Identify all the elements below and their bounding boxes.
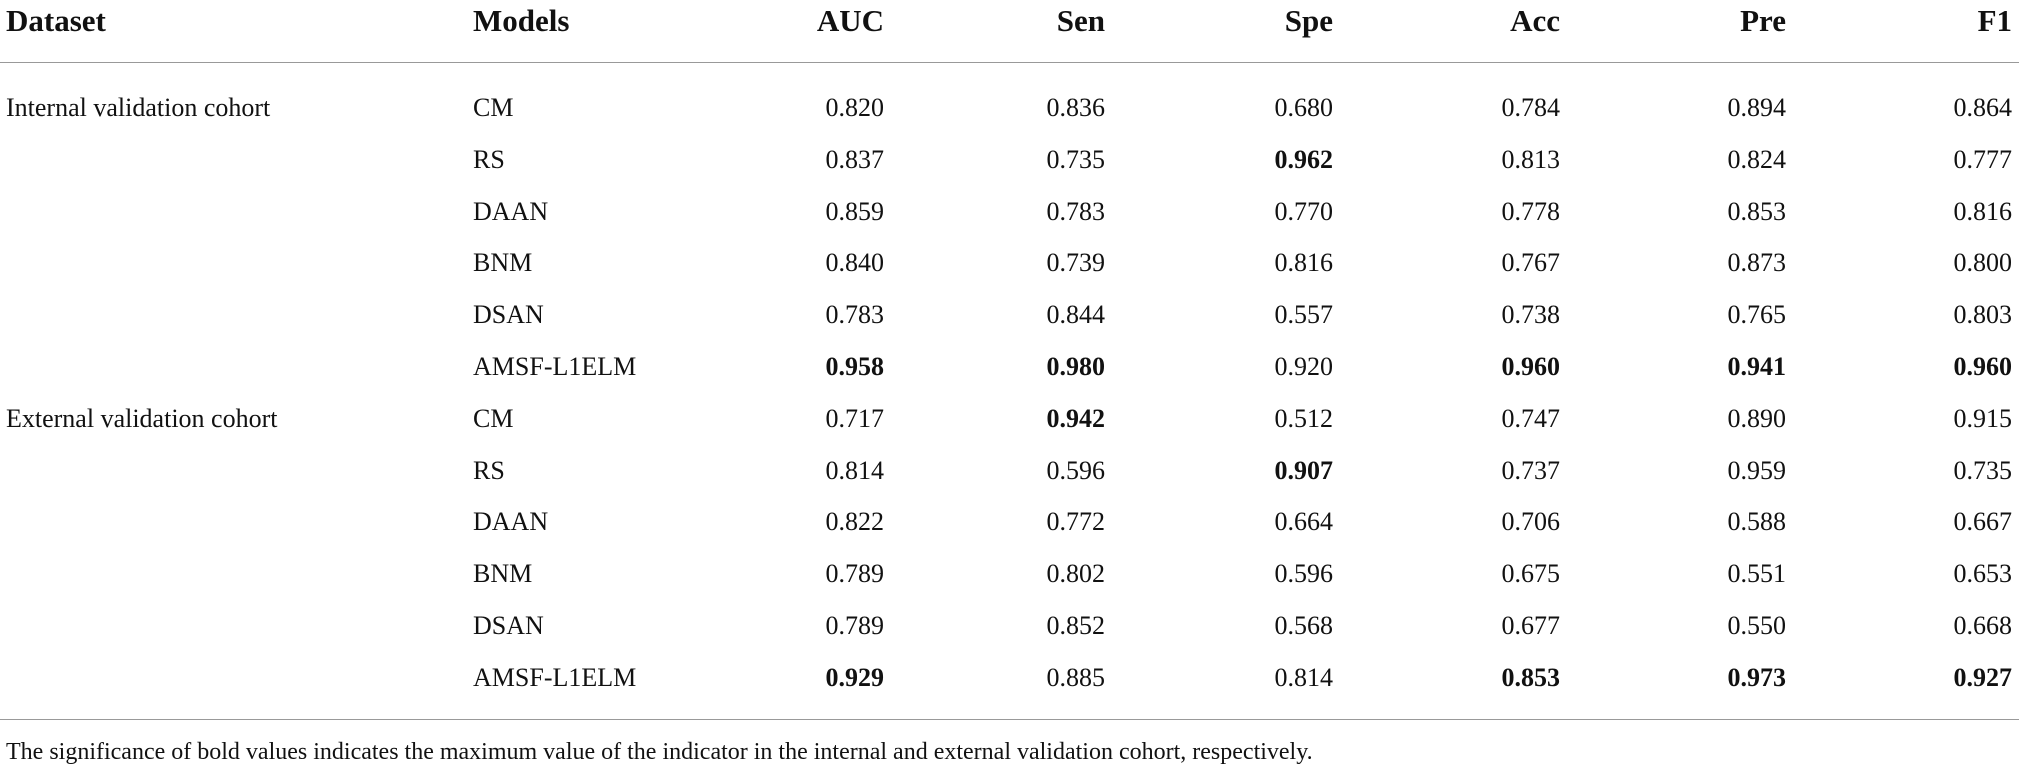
metric-value: 0.927 [1953,662,2013,692]
metric-value: 0.777 [1953,144,2013,174]
metric-value: 0.735 [1953,455,2013,485]
metric-value: 0.816 [1274,248,1334,278]
column-header: F1 [1977,3,2012,38]
dataset-label: Internal validation cohort [6,93,271,122]
metric-value: 0.512 [1274,403,1334,433]
metric-value: 0.890 [1727,403,1787,433]
metric-value: 0.960 [1953,352,2013,381]
metric-value: 0.907 [1274,455,1334,485]
metric-value: 0.789 [825,611,885,640]
metric-value: 0.853 [1501,662,1561,692]
bottom-rule [0,719,2019,720]
metric-value: 0.680 [1274,93,1334,122]
metric-value: 0.864 [1953,93,2013,122]
column-header: AUC [816,3,884,38]
metric-value: 0.958 [825,352,885,381]
metric-value: 0.802 [1046,559,1106,589]
metric-value: 0.941 [1727,352,1787,381]
metric-value: 0.735 [1046,144,1106,174]
metric-value: 0.840 [825,248,885,278]
metric-value: 0.767 [1501,248,1561,278]
metric-value: 0.800 [1953,248,2013,278]
metric-value: 0.915 [1953,403,2013,433]
metric-value: 0.836 [1046,93,1106,122]
column-header: Spe [1284,3,1333,38]
model-name: CM [473,93,514,122]
metric-value: 0.973 [1727,662,1787,692]
model-name: RS [473,144,505,174]
column-header: Acc [1510,3,1560,38]
metric-value: 0.653 [1953,559,2013,589]
footnote: The significance of bold values indicate… [6,739,1313,765]
metric-value: 0.783 [825,300,885,330]
model-name: AMSF-L1ELM [473,662,637,692]
metric-value: 0.772 [1046,507,1106,537]
column-header: Dataset [6,3,106,38]
metric-value: 0.852 [1046,611,1106,640]
metric-value: 0.778 [1501,196,1561,226]
metric-value: 0.844 [1046,300,1106,330]
metric-value: 0.980 [1046,352,1106,381]
metric-value: 0.816 [1953,196,2013,226]
metric-value: 0.706 [1501,507,1561,537]
metric-value: 0.859 [825,196,885,226]
metric-value: 0.550 [1727,611,1787,640]
model-name: DAAN [473,196,549,226]
metric-value: 0.551 [1727,559,1787,589]
metric-value: 0.824 [1727,144,1787,174]
metric-value: 0.822 [825,507,885,537]
metric-value: 0.568 [1274,611,1334,640]
metric-value: 0.783 [1046,196,1106,226]
metric-value: 0.588 [1727,507,1787,537]
metric-value: 0.929 [825,662,885,692]
metric-value: 0.557 [1274,300,1334,330]
metric-value: 0.803 [1953,300,2013,330]
metric-value: 0.960 [1501,352,1561,381]
model-name: DAAN [473,507,549,537]
dataset-label: External validation cohort [6,403,278,433]
metric-value: 0.770 [1274,196,1334,226]
metric-value: 0.885 [1046,662,1106,692]
column-header: Models [473,3,570,38]
metric-value: 0.853 [1727,196,1787,226]
metric-value: 0.814 [1274,662,1334,692]
metric-value: 0.814 [825,455,885,485]
column-header: Pre [1740,3,1786,38]
metric-value: 0.596 [1274,559,1334,589]
metric-value: 0.959 [1727,455,1787,485]
metric-value: 0.668 [1953,611,2013,640]
model-name: DSAN [473,611,544,640]
header-rule [0,62,2019,63]
column-header: Sen [1056,3,1105,38]
model-name: BNM [473,559,533,589]
metric-value: 0.894 [1727,93,1787,122]
metric-value: 0.675 [1501,559,1561,589]
metric-value: 0.820 [825,93,885,122]
metric-value: 0.873 [1727,248,1787,278]
metric-value: 0.784 [1501,93,1561,122]
model-name: RS [473,455,505,485]
model-name: AMSF-L1ELM [473,352,637,381]
metric-value: 0.789 [825,559,885,589]
metric-value: 0.920 [1274,352,1334,381]
metric-value: 0.664 [1274,507,1334,537]
model-name: DSAN [473,300,544,330]
metric-value: 0.747 [1501,403,1561,433]
metric-value: 0.837 [825,144,885,174]
metric-value: 0.737 [1501,455,1561,485]
metric-value: 0.813 [1501,144,1561,174]
metric-value: 0.765 [1727,300,1787,330]
metric-value: 0.717 [825,403,885,433]
metric-value: 0.739 [1046,248,1106,278]
metric-value: 0.942 [1046,403,1106,433]
metric-value: 0.738 [1501,300,1561,330]
model-name: BNM [473,248,533,278]
metric-value: 0.677 [1501,611,1561,640]
model-name: CM [473,403,514,433]
metric-value: 0.596 [1046,455,1106,485]
metric-value: 0.962 [1274,144,1334,174]
metric-value: 0.667 [1953,507,2013,537]
